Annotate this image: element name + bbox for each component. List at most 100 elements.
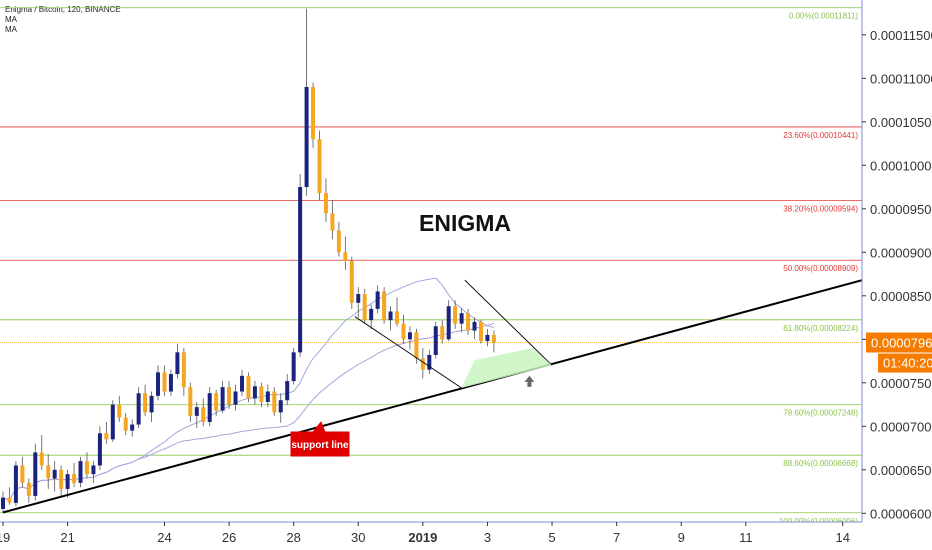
candle-body-66 (427, 354, 432, 370)
candle-body-21 (136, 393, 141, 425)
candle-body-3 (20, 465, 25, 483)
support-label-box (290, 421, 350, 457)
x-tick-label-12: 14 (835, 530, 849, 545)
candle-body-19 (123, 417, 128, 431)
candle-body-60 (388, 311, 393, 321)
candle-body-61 (395, 311, 400, 324)
candle-body-2 (13, 465, 18, 503)
candle-body-56 (362, 294, 367, 321)
fib-label-3: 50.00%(0.00008909) (783, 264, 858, 273)
candle-body-0 (1, 497, 5, 509)
fib-label-5: 78.60%(0.00007248) (783, 409, 858, 418)
candle-body-52 (336, 230, 341, 253)
y-tick-label-6: 0.00008500 (870, 289, 932, 304)
candle-body-65 (420, 358, 425, 370)
candle-body-1 (7, 497, 12, 503)
target-zone (461, 348, 552, 388)
support-label-text: support line (291, 440, 349, 451)
current-price-text: 0.00007963 (871, 336, 932, 351)
x-tick-label-5: 30 (351, 530, 365, 545)
chart-legend: Enigma / Bitcoin, 120, BINANCE MA MA (5, 5, 121, 35)
x-tick-label-0: 19 (0, 530, 10, 545)
x-tick-label-10: 9 (678, 530, 685, 545)
candle-body-69 (446, 306, 451, 340)
wedge-upper-line (464, 279, 553, 366)
candle-body-53 (343, 252, 348, 261)
candle-body-50 (323, 193, 328, 214)
candle-body-68 (440, 326, 445, 340)
up-arrow-icon (524, 375, 535, 387)
candle-body-44 (285, 381, 290, 401)
candle-body-73 (472, 321, 477, 331)
x-tick-label-3: 26 (222, 530, 236, 545)
candle-body-39 (252, 386, 257, 399)
fib-label-6: 88.60%(0.00006668) (783, 459, 858, 468)
y-tick-label-5: 0.00009000 (870, 245, 932, 260)
candle-body-54 (349, 261, 354, 303)
candle-body-42 (272, 391, 277, 413)
candle-body-5 (33, 452, 38, 496)
candle-body-12 (78, 461, 83, 483)
candle-body-71 (459, 313, 464, 324)
candle-body-22 (143, 393, 148, 413)
y-tick-label-8: 0.00007500 (870, 376, 932, 391)
candles (1, 8, 496, 514)
candle-body-9 (59, 469, 64, 489)
candle-body-48 (311, 87, 316, 140)
candle-body-10 (65, 474, 70, 489)
fibonacci-levels: 0.00%(0.00011811) 23.60%(0.00010441) 38.20… (0, 7, 862, 526)
candle-body-36 (233, 391, 238, 405)
candle-body-28 (181, 352, 186, 388)
candle-body-58 (375, 291, 380, 309)
support-trendline (2, 275, 876, 514)
y-tick-label-3: 0.00010000 (870, 158, 932, 173)
candle-body-8 (52, 469, 57, 479)
candle-body-67 (433, 326, 438, 355)
moving-average-line-2 (2, 323, 495, 501)
fib-label-2: 38.20%(0.00009594) (783, 205, 858, 214)
candle-body-59 (382, 291, 387, 321)
candle-body-20 (130, 424, 135, 431)
legend-indicator-ma-2: MA (5, 25, 17, 34)
fib-label-7: 100.00%(0.00006006) (779, 517, 859, 526)
candle-body-6 (39, 452, 44, 466)
candle-body-35 (227, 387, 232, 405)
candle-body-30 (194, 407, 199, 416)
x-tick-label-9: 7 (613, 530, 620, 545)
time-axis-bg (0, 522, 862, 550)
current-price-badge (866, 332, 932, 353)
y-tick-label-4: 0.00009500 (870, 202, 932, 217)
candle-body-23 (149, 395, 154, 413)
candle-body-14 (91, 465, 96, 475)
fib-label-0: 0.00%(0.00011811) (789, 12, 858, 21)
countdown-badge (878, 353, 932, 373)
candle-body-37 (239, 375, 244, 392)
wedge-lower-line (354, 316, 462, 389)
candle-body-49 (317, 139, 322, 194)
candle-body-24 (156, 372, 161, 396)
x-tick-label-4: 28 (286, 530, 300, 545)
candle-body-16 (104, 433, 109, 440)
candle-body-51 (330, 213, 335, 231)
candle-body-38 (246, 375, 251, 399)
candle-body-33 (214, 393, 219, 411)
x-tick-label-6: 2019 (408, 530, 437, 545)
x-tick-label-7: 3 (484, 530, 491, 545)
chart-title: ENIGMA (419, 210, 511, 236)
candle-body-47 (304, 87, 309, 188)
legend-symbol: Enigma / Bitcoin, 120, BINANCE (5, 5, 121, 14)
candle-body-57 (369, 308, 374, 321)
candle-body-76 (491, 334, 496, 343)
candle-body-7 (46, 465, 51, 479)
candle-body-74 (478, 321, 483, 342)
candle-body-4 (26, 482, 31, 496)
candle-body-46 (298, 187, 303, 353)
y-tick-label-9: 0.00007000 (870, 419, 932, 434)
candle-body-31 (201, 407, 206, 422)
candle-body-70 (453, 306, 458, 324)
countdown-text: 01:40:20 (883, 356, 932, 371)
candle-body-63 (407, 332, 412, 340)
y-tick-label-2: 0.00010500 (870, 115, 932, 130)
